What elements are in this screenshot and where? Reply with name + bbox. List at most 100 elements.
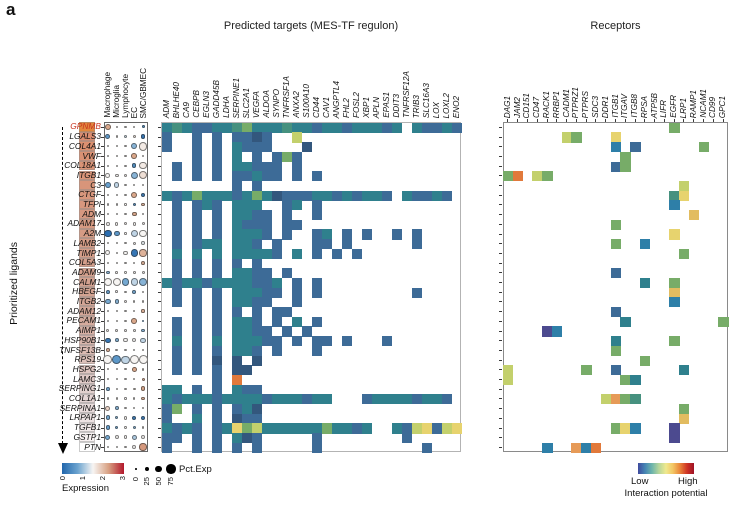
row-tick [499,379,502,381]
heatmap-cell [610,365,621,376]
heatmap-cell [231,316,243,327]
heatmap-cell [351,122,363,133]
heatmap-cell [171,287,183,298]
heatmap-cell [630,142,641,153]
priority-cell [79,160,95,171]
column-tick [683,118,685,122]
priority-cell [79,257,95,268]
heatmap-cell [261,297,273,308]
row-tick [499,126,502,128]
expression-dot [115,125,118,128]
expression-dot [130,171,139,180]
expression-dot [141,309,145,313]
expression-dot [133,183,136,187]
row-tick [157,388,161,390]
heatmap-cell [251,394,263,405]
heatmap-cell [321,122,333,133]
heatmap-cell [231,239,243,250]
heatmap-cell [171,404,183,415]
heatmap-cell [291,151,303,162]
expression-dot [114,406,119,410]
heatmap-cell [311,229,323,240]
heatmap-cell [231,200,243,211]
heatmap-cell [291,122,303,133]
row-tick [100,398,104,400]
heatmap-cell [261,336,273,347]
row-tick [157,223,161,225]
heatmap-cell [251,229,263,240]
row-tick [499,291,502,293]
expression-dot [139,171,148,180]
priority-cell [79,267,95,278]
row-tick [100,175,104,177]
expression-dot [123,134,128,139]
heatmap-cell [241,277,253,289]
column-tick [644,118,646,122]
expression-dot [115,319,118,322]
heatmap-cell [231,268,243,279]
heatmap-cell [171,345,183,356]
heatmap-cell [241,219,253,230]
expression-dot [106,212,110,216]
heatmap-cell [231,190,243,201]
heatmap-cell [281,307,293,318]
heatmap-cell [231,287,243,298]
heatmap-cell [251,248,263,259]
heatmap-cell [261,423,273,434]
heatmap-cell [401,423,413,434]
heatmap-cell [610,394,621,405]
priority-cell [79,277,95,287]
heatmap-cell [679,413,690,424]
gene-column-label: EGFR [669,95,679,118]
heatmap-cell [191,229,203,240]
expression-dot [141,377,145,381]
row-tick [157,155,161,157]
heatmap-cell [261,210,273,221]
ligand-label: COL1A1 [68,393,101,403]
priority-cell [79,345,95,355]
expression-dot [115,416,119,420]
heatmap-cell [241,336,253,347]
expression-dot [106,164,109,167]
heatmap-cell [361,394,373,405]
heatmap-cell [191,384,203,395]
gene-column-label: TNFRSF12A [401,71,411,118]
heatmap-cell [291,132,303,143]
heatmap-cell [301,142,313,153]
heatmap-cell [201,394,213,405]
priority-cell [79,209,95,219]
expression-dot [141,348,145,352]
ligand-label: LRPAP1 [69,412,102,423]
heatmap-cell [391,122,403,133]
heatmap-cell [191,210,203,221]
expression-dot [130,278,139,286]
expression-dot [133,300,136,303]
heatmap-cell [191,433,203,444]
priority-cell [79,238,95,249]
heatmap-cell [211,384,223,395]
ligand-label: A2M [83,228,101,239]
pct-size-dot [166,464,176,474]
heatmap-cell [251,210,263,221]
heatmap-cell [211,258,223,269]
column-tick [575,118,577,122]
priority-cell [79,219,95,229]
heatmap-cell [231,442,243,453]
expression-dot [105,134,111,139]
heatmap-cell [401,394,413,405]
expression-dot [141,368,145,371]
heatmap-cell [431,122,443,133]
expression-dot [115,368,118,371]
heatmap-cell [610,307,621,318]
heatmap-cell [251,316,263,327]
row-tick [157,349,161,351]
heatmap-cell [311,190,323,201]
heatmap-cell [211,210,223,221]
heatmap-cell [181,394,193,405]
heatmap-cell [161,142,173,153]
heatmap-cell [211,336,223,347]
heatmap-cell [161,442,173,453]
heatmap-cell [271,161,283,172]
expression-dot [131,153,138,159]
heatmap-cell [351,423,363,434]
